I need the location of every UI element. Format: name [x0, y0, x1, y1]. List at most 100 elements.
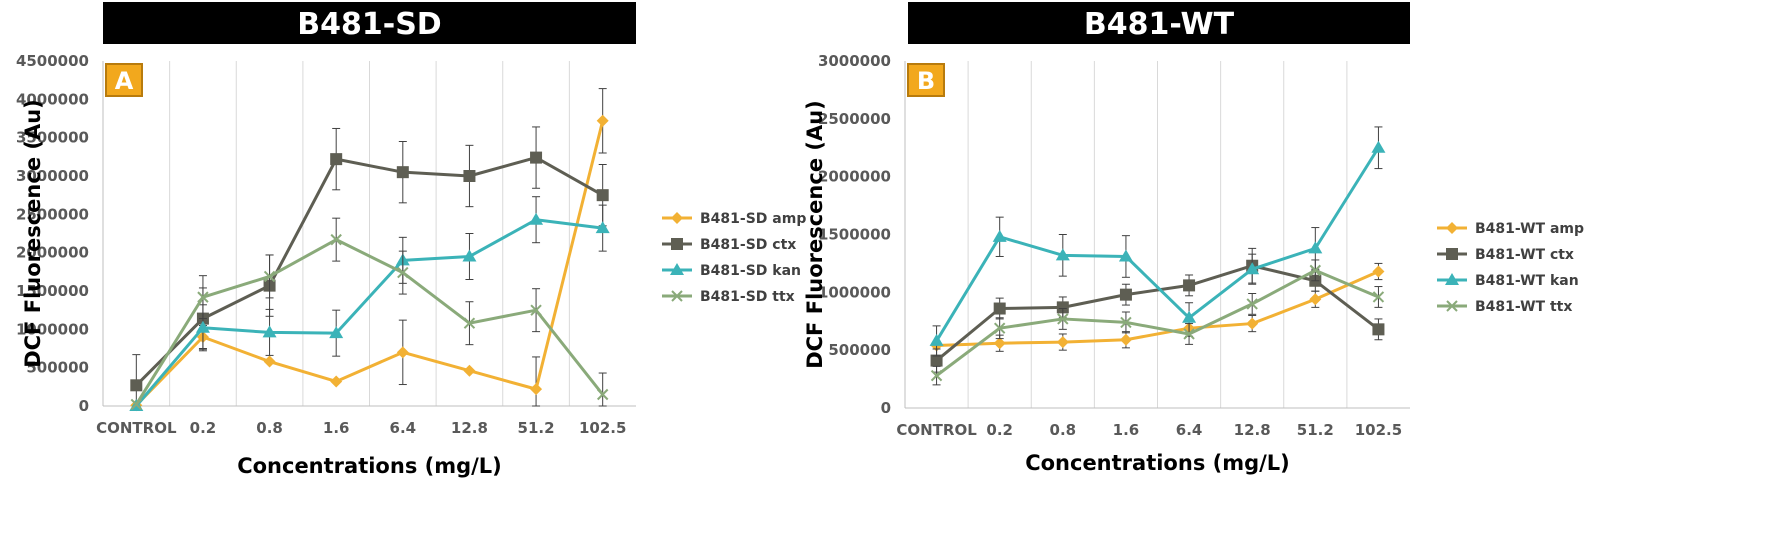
data-point: [330, 375, 343, 388]
legend-item: B481-WT ctx: [1437, 247, 1574, 263]
legend-swatch-marker: [1445, 273, 1459, 285]
legend-swatch-marker: [1446, 300, 1458, 312]
data-point: [1372, 291, 1385, 303]
y-tick-label: 1000000: [818, 283, 891, 301]
legend-item: B481-SD kan: [662, 263, 801, 279]
legend-item: B481-SD ttx: [662, 289, 795, 305]
data-point: [596, 189, 609, 202]
series-line: [135, 156, 604, 387]
chart-title: B481-SD: [297, 7, 441, 42]
legend-label: B481-WT ctx: [1475, 247, 1574, 263]
y-tick-label: 4000000: [16, 90, 89, 108]
y-tick-label: 2500000: [818, 110, 891, 128]
legend-swatch-marker: [671, 212, 683, 224]
title-banner: [908, 2, 1410, 44]
legend-label: B481-WT amp: [1475, 221, 1584, 237]
panel-badge-box: [105, 63, 143, 97]
data-point: [1246, 317, 1259, 330]
data-point: [1056, 336, 1069, 349]
panel-label: A: [115, 67, 134, 95]
y-axis-title: DCF Fluorescence (Au): [803, 100, 827, 369]
series-line: [935, 146, 1380, 342]
x-tick-label: CONTROL: [96, 419, 177, 437]
y-tick-label: 3000000: [818, 52, 891, 70]
x-tick-label: 1.6: [323, 419, 350, 437]
y-tick-label: 500000: [26, 359, 89, 377]
data-point: [1182, 310, 1197, 323]
y-axis-title: DCF Fluorescence (Au): [21, 99, 45, 368]
y-tick-label: 3000000: [16, 167, 89, 185]
legend-label: B481-SD amp: [700, 211, 806, 227]
data-point: [529, 212, 544, 225]
data-point: [1056, 301, 1069, 314]
series-line: [135, 120, 605, 407]
data-point: [530, 383, 543, 396]
x-tick-label: 6.4: [390, 419, 417, 437]
data-point: [929, 333, 944, 346]
data-point: [263, 355, 276, 368]
data-point: [992, 229, 1007, 242]
data-point: [330, 233, 342, 246]
y-tick-label: 1500000: [818, 226, 891, 244]
data-point: [1055, 248, 1070, 261]
data-point: [329, 326, 344, 339]
title-banner: [103, 2, 636, 44]
data-point: [930, 369, 943, 382]
data-point: [930, 354, 943, 367]
data-point: [1308, 241, 1323, 254]
x-tick-label: 6.4: [1176, 421, 1203, 439]
legend-item: B481-SD ctx: [662, 237, 796, 253]
data-point: [993, 302, 1006, 315]
y-tick-label: 0: [881, 399, 891, 417]
legend-label: B481-SD ttx: [700, 289, 795, 305]
x-tick-label: 102.5: [579, 419, 626, 437]
x-tick-label: 12.8: [1234, 421, 1271, 439]
data-point: [1118, 249, 1133, 262]
legend-item: B481-SD amp: [662, 211, 806, 227]
data-point: [463, 364, 476, 377]
y-tick-label: 2000000: [818, 168, 891, 186]
x-tick-label: 0.2: [190, 419, 217, 437]
series-line: [936, 270, 1380, 348]
series-line: [935, 268, 1380, 377]
legend-swatch-marker: [671, 238, 683, 250]
data-point: [130, 379, 143, 392]
data-point: [1372, 265, 1385, 278]
x-tick-label: 1.6: [1113, 421, 1140, 439]
data-point: [463, 317, 476, 329]
data-point: [1183, 279, 1196, 292]
x-axis-title: Concentrations (mg/L): [1025, 451, 1290, 475]
series-line: [935, 264, 1380, 362]
legend-label: B481-WT ttx: [1475, 299, 1572, 315]
legend-swatch-marker: [671, 290, 683, 302]
legend-swatch-marker: [1446, 248, 1458, 260]
data-point: [595, 221, 610, 234]
y-tick-label: 1500000: [16, 282, 89, 300]
chart-title: B481-WT: [1084, 7, 1235, 42]
legend-label: B481-SD ctx: [700, 237, 796, 253]
panel-badge: B: [907, 63, 945, 97]
legend-item: B481-WT ttx: [1437, 299, 1572, 315]
legend-swatch-marker: [1446, 222, 1458, 234]
data-point: [1372, 323, 1385, 336]
panel-label: B: [917, 67, 935, 95]
y-tick-label: 4500000: [16, 52, 89, 70]
data-point: [596, 388, 609, 401]
data-point: [1309, 264, 1322, 277]
y-tick-label: 1000000: [16, 320, 89, 338]
data-point: [1309, 293, 1322, 306]
legend-label: B481-WT kan: [1475, 273, 1579, 289]
series-b481-wt-kan: [929, 126, 1386, 357]
data-point: [262, 325, 277, 338]
x-tick-label: 51.2: [1297, 421, 1334, 439]
data-point: [396, 346, 409, 359]
x-tick-label: 102.5: [1355, 421, 1402, 439]
data-point: [596, 114, 609, 127]
x-tick-label: 12.8: [451, 419, 488, 437]
x-tick-label: CONTROL: [896, 421, 977, 439]
data-point: [1120, 316, 1132, 329]
x-tick-label: 0.8: [1050, 421, 1077, 439]
data-point: [195, 320, 210, 333]
data-point: [330, 153, 343, 166]
